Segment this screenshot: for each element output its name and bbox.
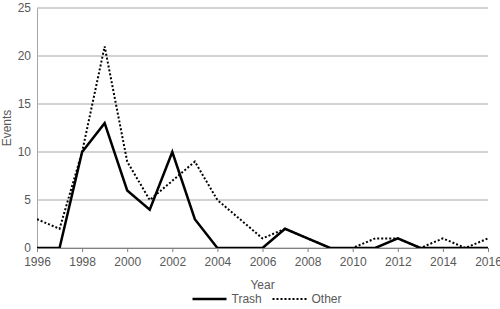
x-tick-label: 2006 xyxy=(250,255,277,269)
x-tick-mark xyxy=(353,248,354,252)
y-tick-label: 5 xyxy=(24,193,31,207)
x-tick: 1996 xyxy=(24,248,51,269)
grid-line xyxy=(37,8,488,9)
y-axis: 0 5 10 15 20 25 xyxy=(18,1,38,255)
grid-line xyxy=(37,200,488,201)
x-tick-label: 2010 xyxy=(340,255,367,269)
x-tick: 2002 xyxy=(159,248,186,269)
grid xyxy=(37,8,488,248)
x-tick: 2006 xyxy=(250,248,277,269)
x-tick-label: 2002 xyxy=(159,255,186,269)
grid-line xyxy=(37,152,488,153)
legend-label: Trash xyxy=(232,292,262,306)
x-axis-title: Year xyxy=(250,278,274,292)
x-tick-mark xyxy=(488,248,489,252)
x-tick-mark xyxy=(172,248,173,252)
x-axis-line xyxy=(38,249,489,253)
x-tick-mark xyxy=(82,248,83,252)
x-tick-mark xyxy=(127,248,128,252)
y-tick-label: 15 xyxy=(18,97,32,111)
x-tick-label: 1998 xyxy=(69,255,96,269)
y-axis-title: Events xyxy=(0,110,14,147)
y-tick-label: 0 xyxy=(24,241,31,255)
x-tick-mark xyxy=(263,248,264,252)
y-axis-line xyxy=(37,9,38,249)
x-tick: 2004 xyxy=(205,248,232,269)
x-tick: 2010 xyxy=(340,248,367,269)
x-tick: 2014 xyxy=(430,248,457,269)
y-tick-label: 20 xyxy=(18,49,32,63)
x-tick-mark xyxy=(37,248,38,252)
legend-label: Other xyxy=(312,292,342,306)
y-tick: 25 xyxy=(18,1,37,15)
x-tick: 2008 xyxy=(295,248,322,269)
x-tick-mark xyxy=(443,248,444,252)
y-tick: 10 xyxy=(18,145,37,159)
x-axis: 1996 1998 2000 2002 2004 2006 2008 2010 2012 2014… xyxy=(24,248,500,269)
x-tick-mark xyxy=(398,248,399,252)
x-tick: 2016 xyxy=(475,248,500,269)
legend-key xyxy=(273,298,307,300)
x-tick-label: 2016 xyxy=(475,255,500,269)
x-tick-label: 1996 xyxy=(24,255,51,269)
series-line xyxy=(37,46,488,248)
legend: Trash Other xyxy=(193,292,342,306)
x-tick-label: 2008 xyxy=(295,255,322,269)
x-tick: 2012 xyxy=(385,248,412,269)
x-tick-mark xyxy=(308,248,309,252)
x-tick-label: 2014 xyxy=(430,255,457,269)
x-tick-mark xyxy=(217,248,218,252)
series-line xyxy=(37,123,488,248)
lines xyxy=(37,46,488,248)
y-tick: 20 xyxy=(18,49,37,63)
x-tick: 1998 xyxy=(69,248,96,269)
legend-key xyxy=(193,298,227,301)
y-tick: 15 xyxy=(18,97,37,111)
y-tick-label: 10 xyxy=(18,145,32,159)
y-tick: 5 xyxy=(24,193,37,207)
x-tick-label: 2004 xyxy=(205,255,232,269)
x-tick-label: 2012 xyxy=(385,255,412,269)
grid-line xyxy=(37,56,488,57)
y-tick-label: 25 xyxy=(18,1,32,15)
chart: 0 5 10 15 20 25 1996 1998 2000 2002 2004 2006 2008 20… xyxy=(0,0,500,309)
x-tick: 2000 xyxy=(114,248,141,269)
plot-area: 0 5 10 15 20 25 1996 1998 2000 2002 2004 2006 2008 20… xyxy=(18,1,500,268)
x-tick-label: 2000 xyxy=(114,255,141,269)
grid-line xyxy=(37,104,488,105)
y-tick: 0 xyxy=(24,241,37,255)
